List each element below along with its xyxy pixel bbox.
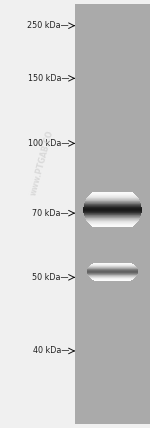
Bar xyxy=(89,223,136,224)
Bar xyxy=(84,213,141,214)
Bar xyxy=(84,215,141,216)
Text: 70 kDa—: 70 kDa— xyxy=(33,208,69,218)
Bar xyxy=(75,4,150,424)
Text: 40 kDa—: 40 kDa— xyxy=(33,346,69,356)
Bar xyxy=(83,208,142,209)
Bar xyxy=(83,206,142,207)
Text: 50 kDa—: 50 kDa— xyxy=(33,273,69,282)
Bar xyxy=(84,205,141,206)
Bar xyxy=(87,221,138,222)
Bar xyxy=(84,202,141,203)
Bar xyxy=(83,209,142,210)
Bar xyxy=(83,210,142,211)
Bar xyxy=(92,226,134,227)
Bar xyxy=(91,193,134,194)
Bar xyxy=(88,195,136,196)
Bar xyxy=(86,198,139,199)
Bar xyxy=(85,217,140,218)
Bar xyxy=(85,218,140,219)
Bar xyxy=(84,204,141,205)
Bar xyxy=(87,197,138,198)
Bar xyxy=(86,199,139,200)
Bar xyxy=(86,219,139,220)
Bar xyxy=(87,197,138,198)
Bar xyxy=(89,194,136,195)
Text: 100 kDa—: 100 kDa— xyxy=(28,139,69,148)
Text: 150 kDa—: 150 kDa— xyxy=(27,74,69,83)
Bar xyxy=(84,214,141,215)
Text: www.PTGAB.CO: www.PTGAB.CO xyxy=(29,129,55,196)
Bar xyxy=(84,216,141,217)
Bar xyxy=(90,224,135,225)
Bar xyxy=(88,196,137,197)
Bar xyxy=(83,211,142,212)
Bar xyxy=(88,222,137,223)
Bar xyxy=(86,220,139,221)
Bar xyxy=(91,225,134,226)
Bar xyxy=(84,212,141,213)
Text: 250 kDa—: 250 kDa— xyxy=(27,21,69,30)
